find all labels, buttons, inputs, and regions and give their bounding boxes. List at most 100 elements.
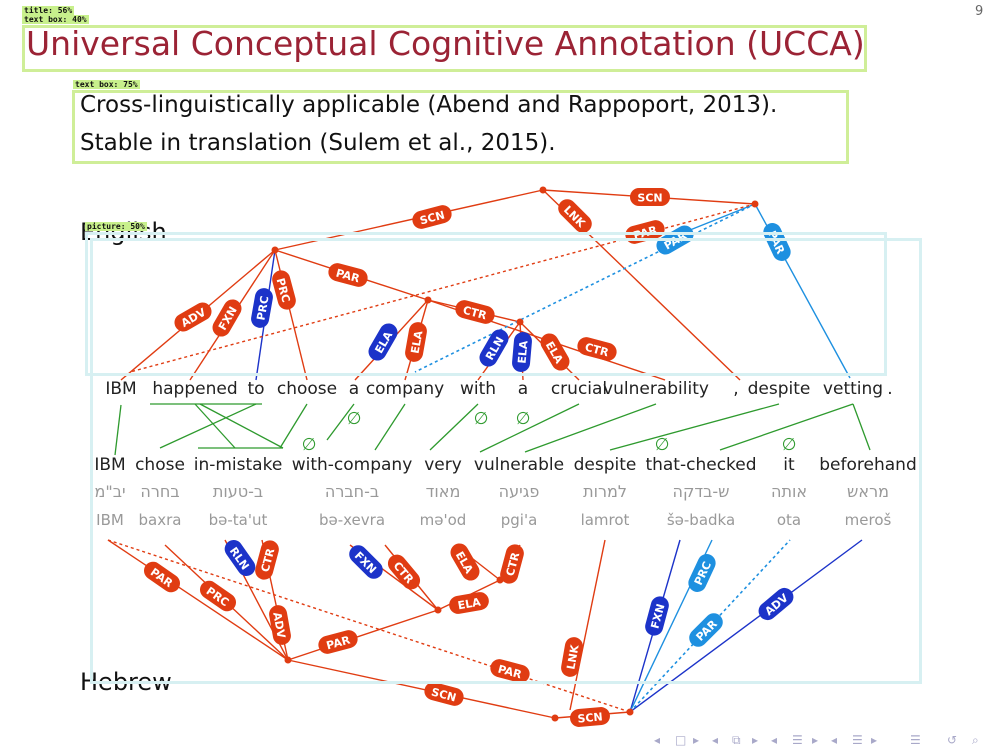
- hebrew-edge-label: PRC: [688, 554, 716, 592]
- edge-label-pill: [758, 587, 794, 621]
- edge-label-pill: [272, 270, 296, 310]
- bullet-item: Stable in translation (Sulem et al., 201…: [80, 130, 556, 156]
- nav-prev-icon[interactable]: ◂: [654, 733, 661, 747]
- edge-label-text: PAR: [334, 267, 361, 286]
- detection-tag-picture: picture: 50%: [85, 222, 147, 231]
- gloss-token: vulnerable: [474, 455, 564, 475]
- empty-marker: ∅: [782, 435, 797, 455]
- transliteration-token: bə-ta'ut: [209, 511, 268, 529]
- edge-label-text: ADV: [270, 611, 287, 639]
- alignment-line: [609, 403, 780, 451]
- edge-label-pill: [174, 302, 212, 332]
- edge-label-pill: [318, 630, 358, 654]
- english-token: choose: [277, 379, 337, 399]
- hebrew-edge-label: ADV: [269, 605, 291, 645]
- alignment-line: [326, 403, 355, 441]
- alignment-line: [279, 403, 308, 449]
- nav-doc-next-icon[interactable]: ▸: [871, 733, 878, 747]
- nav-sub-icon[interactable]: ☰: [792, 733, 803, 747]
- nav-doc-prev-icon[interactable]: ◂: [831, 733, 838, 747]
- edge-label-pill: [561, 637, 583, 677]
- hebrew-token: בחרה: [140, 482, 179, 501]
- english-token: a: [518, 379, 528, 399]
- edge-label-text: PAR: [496, 663, 523, 682]
- english-edge-label: CTR: [455, 300, 495, 324]
- edge-label-pill: [328, 263, 368, 287]
- edge-label-text: CTR: [583, 341, 610, 360]
- hebrew-token: ב-טעות: [213, 482, 263, 501]
- transliteration-token: ota: [777, 511, 801, 529]
- edge-label-pill: [630, 188, 670, 206]
- alignment-line: [429, 403, 479, 451]
- edge-label-text: SCN: [577, 710, 603, 725]
- hebrew-token: למרות: [583, 482, 627, 501]
- transliteration-token: IBM: [96, 511, 124, 529]
- nav-doc-icon[interactable]: ☰: [852, 733, 863, 747]
- alignment-line: [479, 403, 580, 453]
- nav-sub-prev-icon[interactable]: ◂: [771, 733, 778, 747]
- edge-label-pill: [368, 323, 398, 361]
- edge-label-pill: [269, 605, 291, 645]
- graph-node: [434, 606, 442, 614]
- gloss-token: despite: [574, 455, 637, 475]
- english-edge-label: SCN: [412, 205, 452, 229]
- nav-back-icon[interactable]: ↺: [947, 733, 958, 747]
- transliteration-token: lamrot: [581, 511, 630, 529]
- transliteration-token: mə'od: [420, 511, 467, 529]
- transliteration-token: bə-xevra: [319, 511, 385, 529]
- edge-label-pill: [570, 707, 610, 727]
- edge-label-text: ELA: [516, 340, 531, 365]
- transliteration-token: šə-badka: [667, 511, 735, 529]
- alignment-line: [374, 403, 406, 451]
- nav-section-prev-icon[interactable]: ◂: [712, 733, 719, 747]
- graph-node: [551, 714, 559, 722]
- edge-label-text: CTR: [504, 550, 523, 577]
- nav-section-next-icon[interactable]: ▸: [752, 733, 759, 747]
- edge-label-pill: [449, 592, 489, 614]
- edge-label-text: CTR: [259, 546, 278, 573]
- detection-tag-title: title: 56%: [22, 6, 75, 15]
- alignment-line: [114, 404, 122, 456]
- detection-box-bullets: [72, 90, 849, 164]
- edge-label-pill: [689, 613, 723, 647]
- edge-label-pill: [212, 299, 242, 337]
- slide-title: Universal Conceptual Cognitive Annotatio…: [26, 24, 865, 63]
- nav-menu-icon[interactable]: ☰: [910, 733, 921, 747]
- detection-box-picture: [85, 232, 887, 376]
- transliteration-token: meroš: [845, 511, 892, 529]
- edge-label-pill: [349, 545, 383, 579]
- edge-label-text: PAR: [325, 633, 352, 652]
- nav-section-icon[interactable]: ⧉: [732, 733, 741, 747]
- hebrew-edge-label: CTR: [255, 540, 279, 580]
- edge-label-text: SCN: [430, 685, 458, 704]
- nav-next-icon[interactable]: ▸: [693, 733, 700, 747]
- edge-label-pill: [405, 322, 427, 362]
- hebrew-edge-label: CTR: [500, 544, 524, 584]
- gloss-token: chose: [135, 455, 185, 475]
- nav-sub-next-icon[interactable]: ▸: [812, 733, 819, 747]
- gloss-token: IBM: [94, 455, 125, 475]
- edge-label-pill: [490, 659, 530, 683]
- graph-edge: [287, 609, 439, 661]
- hebrew-edge-label: PAR: [490, 659, 530, 683]
- nav-search-icon[interactable]: ⌕: [972, 733, 979, 747]
- english-token: ,: [733, 379, 738, 399]
- nav-frame-icon[interactable]: □: [675, 733, 687, 747]
- graph-node: [539, 186, 547, 194]
- detection-box-title: [22, 25, 867, 72]
- gloss-token: it: [783, 455, 795, 475]
- detection-box-picture: [90, 238, 922, 684]
- hebrew-token: אותה: [771, 482, 807, 501]
- alignment-line: [194, 403, 236, 449]
- graph-edge: [107, 539, 289, 661]
- edge-label-pill: [387, 554, 421, 590]
- hebrew-token: פגיעה: [499, 482, 540, 501]
- gloss-token: very: [424, 455, 462, 475]
- english-edge-label: PRC: [272, 270, 296, 310]
- english-edge-label: PRC: [251, 288, 273, 328]
- edge-label-pill: [255, 540, 279, 580]
- edge-label-text: ELA: [409, 329, 426, 354]
- edge-label-text: LNK: [564, 643, 581, 670]
- graph-edge: [287, 659, 556, 719]
